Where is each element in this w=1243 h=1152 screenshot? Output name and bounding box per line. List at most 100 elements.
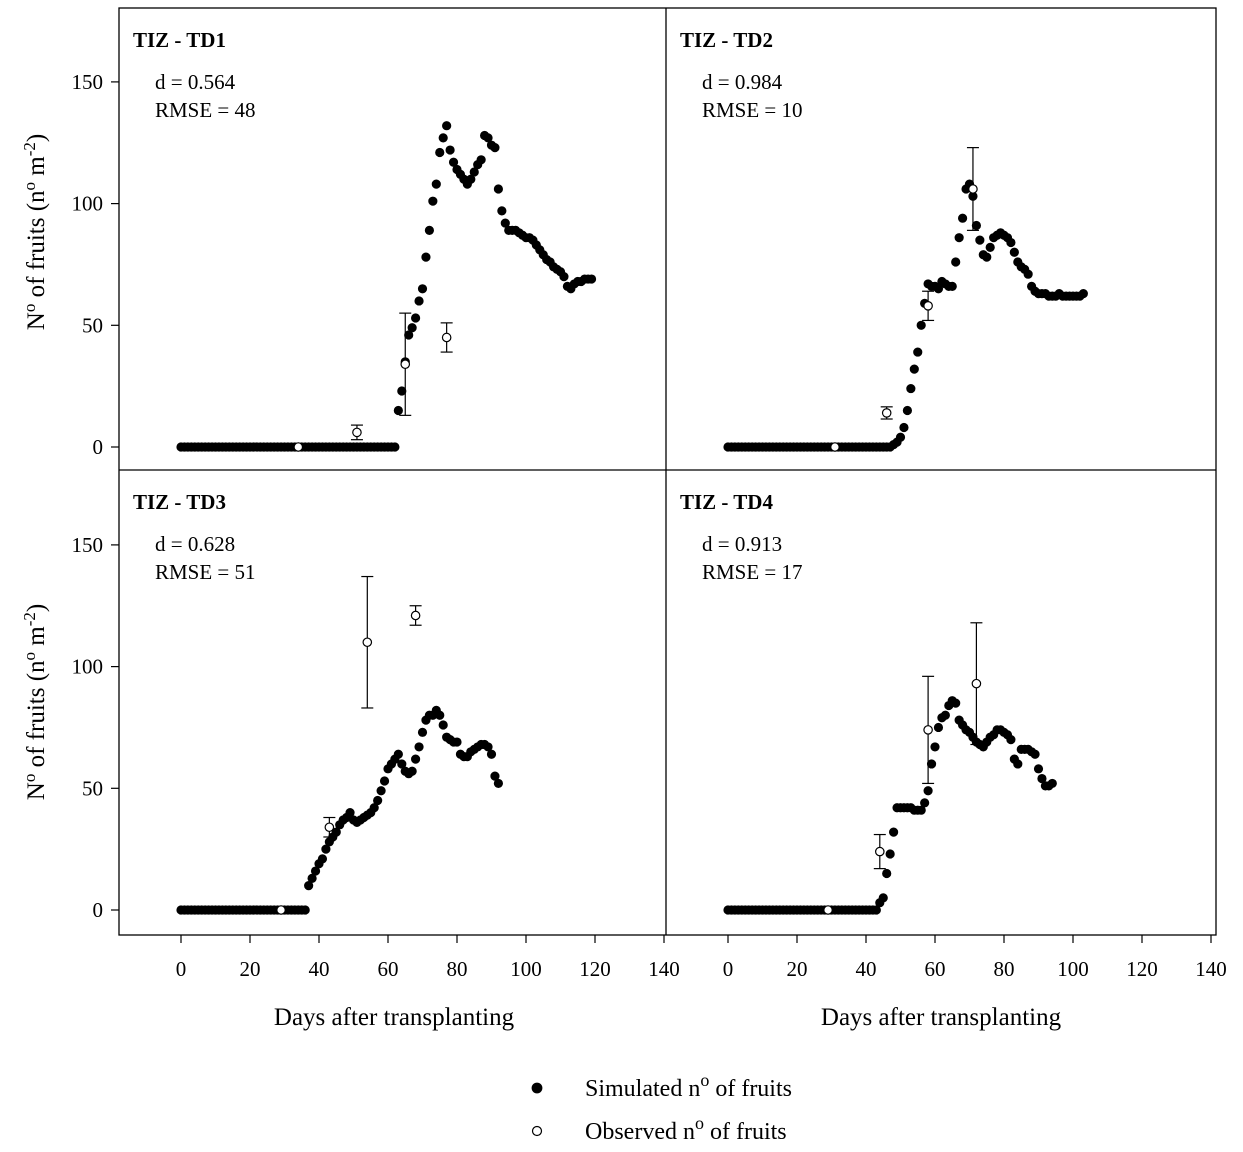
simulated-point <box>1006 237 1016 248</box>
observed-point <box>874 846 885 857</box>
simulated-point <box>431 179 441 189</box>
panel-rmse-stat: RMSE = 51 <box>155 560 256 584</box>
simulated-point <box>345 808 355 818</box>
simulated-point <box>435 710 445 720</box>
simulated-point <box>957 213 968 223</box>
simulated-point <box>417 727 428 737</box>
x-tick-label: 20 <box>787 957 808 981</box>
y-tick-label: 150 <box>72 70 104 94</box>
simulated-series <box>176 121 597 452</box>
simulated-point <box>930 742 940 752</box>
x-tick-label: 0 <box>176 957 187 981</box>
simulated-point <box>452 737 462 747</box>
observed-series <box>276 575 422 915</box>
simulated-point <box>376 786 386 796</box>
simulated-point <box>393 749 403 759</box>
simulated-point <box>369 803 379 813</box>
observed-point <box>971 678 982 689</box>
simulated-point <box>466 174 476 184</box>
panel-d-stat: d = 0.564 <box>155 70 236 94</box>
x-tick-label: 60 <box>925 957 946 981</box>
observed-point <box>823 905 833 915</box>
observed-point <box>400 359 411 370</box>
simulated-point <box>304 881 314 891</box>
simulated-point <box>888 827 899 837</box>
observed-series <box>293 312 453 452</box>
simulated-point <box>500 218 510 228</box>
observed-point <box>410 610 421 621</box>
simulated-point <box>310 866 321 876</box>
simulated-point <box>300 905 310 915</box>
observed-point <box>441 332 452 343</box>
panel-rmse-stat: RMSE = 48 <box>155 98 256 122</box>
panel-rmse-stat: RMSE = 17 <box>702 560 803 584</box>
simulated-point <box>916 320 926 330</box>
simulated-point <box>947 281 957 291</box>
observed-point <box>362 637 373 648</box>
simulated-point <box>410 754 421 764</box>
x-tick-label: 100 <box>510 957 542 981</box>
observed-series <box>830 147 979 452</box>
panels: TIZ - TD1 d = 0.564 RMSE = 48 TIZ - TD2 d = … <box>133 28 1088 915</box>
y-tick-label: 150 <box>72 533 104 557</box>
simulated-point <box>1030 749 1040 759</box>
simulated-point <box>982 252 992 262</box>
panel-rmse-stat: RMSE = 10 <box>702 98 803 122</box>
panel-title: TIZ - TD4 <box>680 490 773 514</box>
simulated-point <box>951 257 961 267</box>
simulated-point <box>923 786 933 796</box>
observed-point <box>324 822 335 833</box>
simulated-point <box>486 749 497 759</box>
simulated-point <box>448 157 459 167</box>
simulated-point <box>916 805 926 815</box>
simulated-point <box>414 296 424 306</box>
simulated-point <box>307 873 317 883</box>
observed-point <box>293 442 304 452</box>
simulated-point <box>373 795 383 806</box>
y-tick-label: 0 <box>93 435 104 459</box>
simulated-point <box>1047 778 1057 789</box>
simulated-point <box>424 225 434 235</box>
observed-point <box>830 442 840 452</box>
simulated-point <box>902 405 913 416</box>
simulated-point <box>469 167 479 177</box>
observed-point <box>923 301 933 311</box>
simulated-point <box>438 133 448 143</box>
simulated-point <box>906 383 916 394</box>
simulated-point <box>985 242 995 253</box>
panel-title: TIZ - TD2 <box>680 28 773 52</box>
simulated-point <box>435 147 445 158</box>
simulated-point <box>490 771 500 781</box>
panel-d-stat: d = 0.628 <box>155 532 235 556</box>
y-tick-label: 100 <box>72 192 104 216</box>
y-axis-label-top: No of fruits (no m-2) <box>20 134 51 330</box>
plot-frame <box>118 7 1217 936</box>
simulated-point <box>951 698 961 708</box>
x-tick-label: 120 <box>579 957 611 981</box>
simulated-point <box>909 364 919 374</box>
simulated-point <box>317 854 328 864</box>
x-tick-label: 60 <box>378 957 399 981</box>
simulated-point <box>1037 773 1047 784</box>
x-tick-label: 140 <box>1195 957 1227 981</box>
x-tick-label: 100 <box>1057 957 1089 981</box>
simulated-point <box>497 206 507 216</box>
x-tick-label: 120 <box>1126 957 1158 981</box>
panel-1: TIZ - TD1 d = 0.564 RMSE = 48 <box>133 28 597 452</box>
x-tick-label: 0 <box>723 957 734 981</box>
simulated-point <box>975 235 985 245</box>
simulated-point <box>1009 247 1019 257</box>
simulated-point <box>445 145 455 155</box>
panel-3: TIZ - TD3 d = 0.628 RMSE = 51 <box>133 490 503 915</box>
simulated-point <box>971 220 982 231</box>
simulated-point <box>954 233 964 243</box>
x-axis-label-left: Days after transplanting <box>274 1004 515 1031</box>
legend: Simulated no of fruits Observed no of fr… <box>531 1070 792 1145</box>
simulated-point <box>421 252 431 262</box>
observed-series <box>823 622 983 915</box>
panel-4: TIZ - TD4 d = 0.913 RMSE = 17 <box>680 490 1057 915</box>
legend-observed-marker <box>531 1125 543 1137</box>
simulated-point <box>483 742 493 752</box>
simulated-point <box>407 766 417 776</box>
